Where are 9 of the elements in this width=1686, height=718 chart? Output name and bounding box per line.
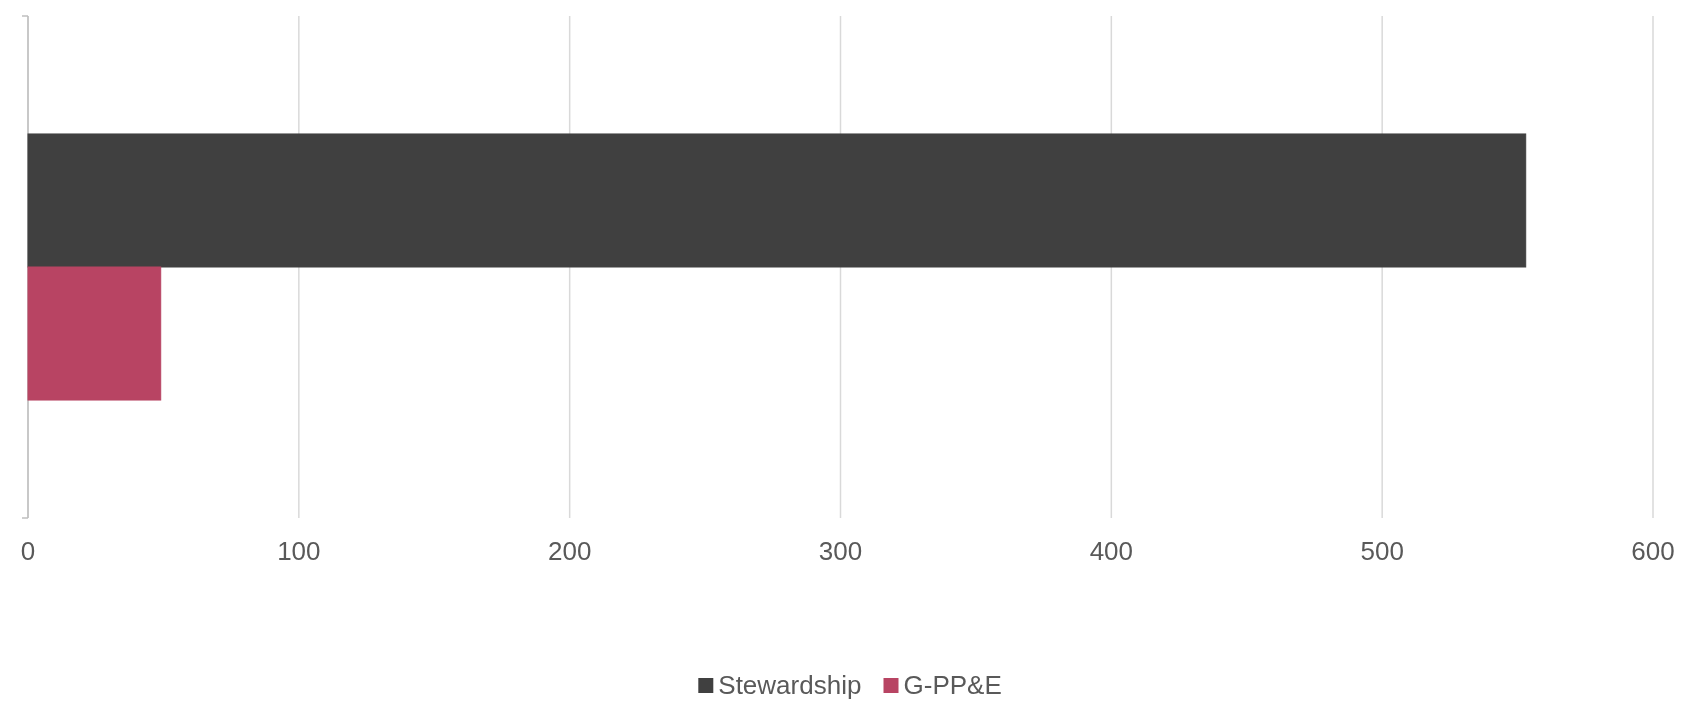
x-tick-label: 300 — [818, 536, 863, 566]
x-tick-label: 200 — [547, 536, 592, 566]
legend-label: G-PP&E — [903, 670, 1002, 700]
x-tick-label: 600 — [1631, 536, 1675, 566]
x-tick-label: 100 — [277, 536, 321, 566]
legend-label: Stewardship — [718, 670, 862, 700]
x-tick-label: 0 — [20, 536, 36, 566]
x-tick-label: 500 — [1360, 536, 1404, 566]
x-tick-label: 400 — [1089, 536, 1134, 566]
